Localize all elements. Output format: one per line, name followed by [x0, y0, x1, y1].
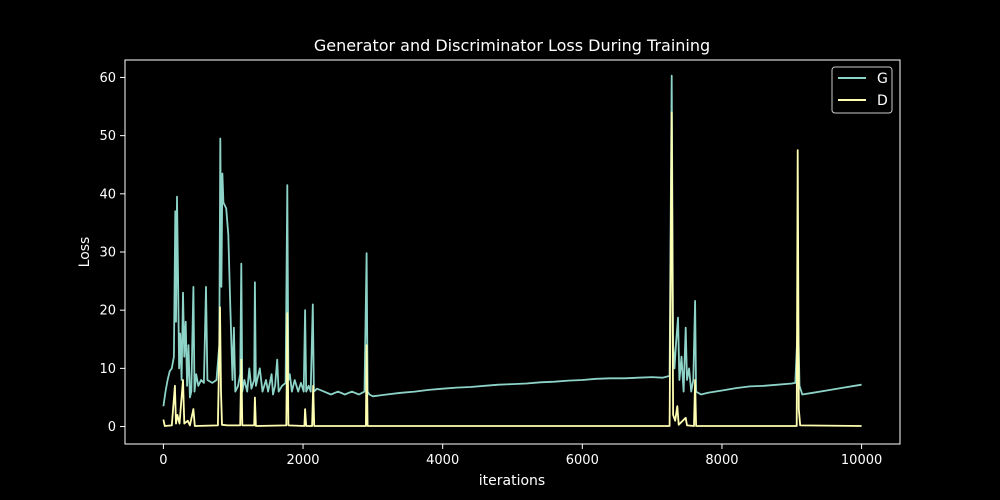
chart-title: Generator and Discriminator Loss During …: [314, 36, 710, 55]
x-tick-label: 4000: [426, 453, 459, 468]
y-tick-label: 20: [99, 304, 116, 319]
y-axis-label: Loss: [77, 237, 93, 268]
y-axis-ticks: 0 10 20 30 40 50 60: [99, 71, 125, 435]
x-tick-label: 10000: [841, 453, 882, 468]
y-tick-label: 10: [99, 362, 116, 377]
y-tick-label: 40: [99, 187, 116, 202]
x-axis-ticks: 0 2000 4000 6000 8000 10000: [159, 444, 882, 468]
legend-label-g: G: [877, 71, 888, 87]
x-tick-label: 2000: [286, 453, 319, 468]
series-line-d: [162, 111, 862, 427]
y-tick-label: 0: [108, 420, 116, 435]
y-tick-label: 30: [99, 246, 116, 261]
y-tick-label: 50: [99, 129, 116, 144]
x-axis-label: iterations: [479, 473, 545, 489]
series-line-g: [162, 74, 862, 407]
x-tick-label: 6000: [566, 453, 599, 468]
legend: G D: [831, 66, 893, 114]
legend-label-d: D: [877, 93, 888, 109]
y-tick-label: 60: [99, 71, 116, 86]
x-tick-label: 0: [159, 453, 167, 468]
series-layer: [162, 74, 862, 427]
x-tick-label: 8000: [705, 453, 738, 468]
